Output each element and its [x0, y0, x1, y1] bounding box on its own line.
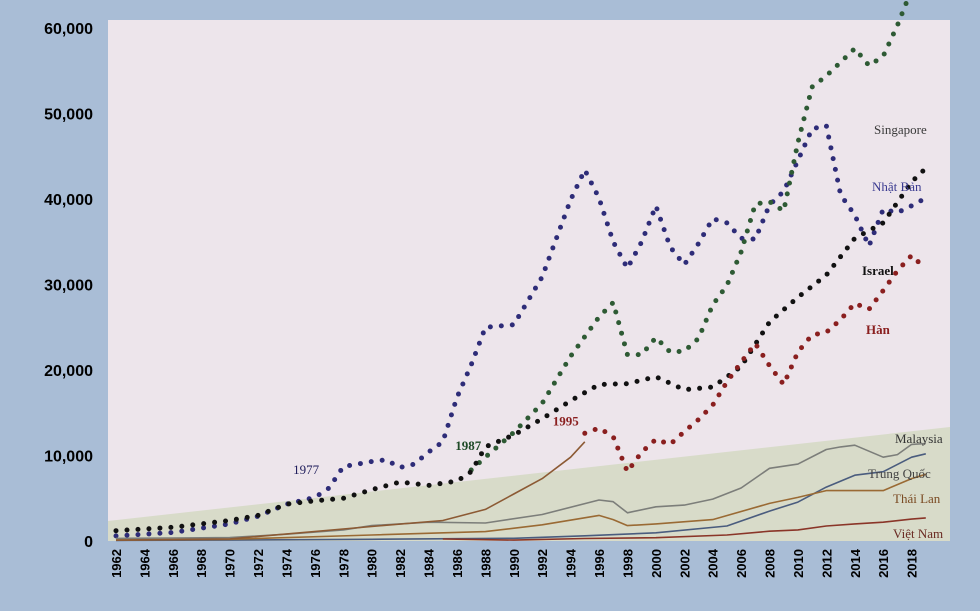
x-tick-label: 1980	[365, 549, 380, 578]
x-tick-label: 1986	[450, 549, 465, 578]
x-tick-label: 2018	[905, 549, 920, 578]
x-tick-label: 1972	[251, 549, 266, 578]
x-tick-label: 1984	[422, 548, 437, 578]
series-line-nhat-ban	[113, 122, 929, 539]
series-label-malaysia: Malaysia	[895, 431, 943, 446]
x-tick-label: 1966	[166, 549, 181, 578]
annotation-year: 1977	[293, 462, 320, 477]
series-line-singapore	[468, 0, 911, 473]
x-tick-label: 1982	[393, 549, 408, 578]
y-tick-label: 20,000	[44, 363, 93, 380]
x-tick-label: 1978	[336, 549, 351, 578]
series-line-han	[582, 251, 929, 477]
y-tick-label: 50,000	[44, 107, 93, 124]
series-line-trung-quoc	[115, 453, 926, 542]
x-tick-label: 1964	[137, 548, 152, 578]
series-line-malaysia	[115, 442, 926, 540]
y-tick-label: 60,000	[44, 21, 93, 38]
x-tick-label: 1992	[535, 549, 550, 578]
x-tick-label: 2012	[819, 549, 834, 578]
series-line-viet-nam	[442, 517, 926, 541]
y-tick-label: 10,000	[44, 449, 93, 466]
x-tick-label: 2006	[734, 549, 749, 578]
series-line-thai-lan	[115, 473, 927, 541]
x-tick-label: 2010	[791, 549, 806, 578]
x-tick-label: 1970	[223, 549, 238, 578]
x-tick-label: 1976	[308, 549, 323, 578]
x-tick-label: 1968	[194, 549, 209, 578]
x-tick-label: 2000	[649, 549, 664, 578]
x-tick-label: 2016	[876, 549, 891, 578]
x-tick-label: 2014	[848, 548, 863, 578]
x-tick-label: 1988	[478, 549, 493, 578]
x-tick-label: 2008	[763, 549, 778, 578]
series-label-han: Hàn	[866, 322, 891, 337]
x-axis: 1962 1964 1966 1968 1970 1972 1974 1976 1978 1980…	[109, 548, 920, 578]
series-label-trung-quoc: Trung Quốc	[868, 466, 931, 481]
y-tick-label: 40,000	[44, 192, 93, 209]
series-line-bronze	[115, 441, 586, 541]
x-tick-label: 1996	[592, 549, 607, 578]
series-labels: Singapore Nhật Bản Israel Hàn Malaysia Trung …	[862, 122, 943, 541]
annotation-year: 1995	[553, 413, 580, 428]
x-tick-label: 1974	[280, 548, 295, 578]
x-tick-label: 1990	[507, 549, 522, 578]
x-tick-label: 2002	[677, 549, 692, 578]
series-label-thai-lan: Thái Lan	[893, 491, 941, 506]
series-label-singapore: Singapore	[874, 122, 927, 137]
series-label-viet-nam: Việt Nam	[893, 526, 943, 541]
annotation-year: 1987	[455, 438, 482, 453]
series-layer	[113, 0, 929, 542]
x-tick-label: 1998	[620, 549, 635, 578]
y-tick-label: 0	[84, 534, 93, 551]
series-label-nhat-ban: Nhật Bản	[872, 179, 922, 194]
annotations: 1977 1987 1995	[293, 413, 579, 477]
x-tick-label: 1962	[109, 549, 124, 578]
x-tick-label: 1994	[564, 548, 579, 578]
y-tick-label: 30,000	[44, 278, 93, 295]
series-label-israel: Israel	[862, 263, 894, 278]
x-tick-label: 2004	[706, 548, 721, 578]
y-axis: 0 10,000 20,000 30,000 40,000 50,000 60,000	[44, 21, 93, 551]
